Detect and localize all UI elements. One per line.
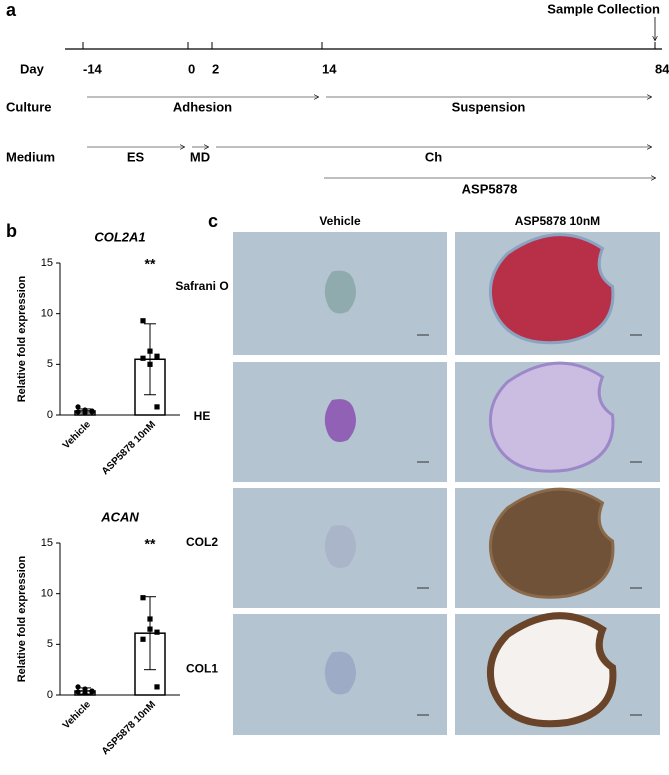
data-point [75, 684, 81, 690]
data-point [140, 355, 146, 361]
tissue-section [324, 399, 356, 442]
tissue-section [324, 651, 356, 695]
tissue-section [488, 361, 615, 473]
row-label: Safrani O [175, 279, 228, 293]
day-value: 84 [655, 61, 669, 76]
tissue-section [488, 233, 615, 345]
row-label: COL1 [186, 662, 218, 676]
data-point [82, 686, 88, 692]
data-point [75, 404, 81, 410]
day-value: 2 [212, 61, 219, 76]
y-axis-label: Relative fold expression [16, 275, 28, 402]
y-tick-label: 5 [47, 638, 53, 650]
significance: ** [145, 536, 156, 552]
day-value: -14 [83, 61, 103, 76]
column-header: ASP5878 10nM [515, 214, 600, 228]
day-label: Day [20, 61, 45, 76]
data-point [147, 348, 153, 354]
data-point [82, 410, 88, 416]
chart-title: COL2A1 [94, 229, 145, 244]
y-tick-label: 5 [47, 358, 53, 370]
data-point [147, 626, 153, 632]
y-tick-label: 0 [47, 689, 53, 701]
row-label: Medium [6, 149, 55, 164]
x-tick-label: Vehicle [61, 699, 93, 731]
y-axis-label: Relative fold expression [16, 555, 28, 682]
tissue-section [324, 525, 356, 568]
phase-label: Suspension [452, 99, 526, 114]
tissue-section [488, 487, 615, 599]
data-point [154, 404, 160, 410]
column-header: Vehicle [319, 214, 361, 228]
chart-title: ACAN [100, 509, 139, 524]
row-label: HE [194, 409, 211, 423]
data-point [154, 353, 160, 359]
significance: ** [145, 256, 156, 272]
panel-label: a [6, 0, 17, 20]
data-point [140, 636, 146, 642]
phase-label: Ch [425, 149, 442, 164]
row-label: Culture [6, 99, 52, 114]
phase-label: ES [127, 149, 145, 164]
data-point [154, 684, 160, 690]
data-point [147, 361, 153, 367]
data-point [140, 318, 146, 324]
y-tick-label: 0 [47, 409, 53, 421]
y-tick-label: 15 [41, 257, 53, 269]
panel-label: b [6, 221, 17, 241]
panel-label: c [208, 211, 218, 231]
treatment-label: ASP5878 [462, 181, 518, 196]
sample-collection: Sample Collection [547, 1, 660, 16]
data-point [147, 616, 153, 622]
day-value: 0 [188, 61, 195, 76]
y-tick-label: 15 [41, 537, 53, 549]
phase-label: Adhesion [173, 99, 232, 114]
day-value: 14 [322, 61, 337, 76]
y-tick-label: 10 [41, 588, 53, 600]
phase-label: MD [190, 149, 210, 164]
x-tick-label: ASP5878 10nM [100, 699, 158, 757]
data-point [89, 689, 95, 695]
tissue-section [324, 270, 356, 314]
row-label: COL2 [186, 535, 218, 549]
data-point [75, 689, 81, 695]
data-point [75, 409, 81, 415]
tissue-section [486, 612, 617, 728]
data-point [82, 690, 88, 696]
x-tick-label: Vehicle [61, 419, 93, 451]
x-tick-label: ASP5878 10nM [100, 419, 158, 477]
data-point [89, 409, 95, 415]
data-point [154, 629, 160, 635]
y-tick-label: 10 [41, 308, 53, 320]
data-point [140, 595, 146, 601]
